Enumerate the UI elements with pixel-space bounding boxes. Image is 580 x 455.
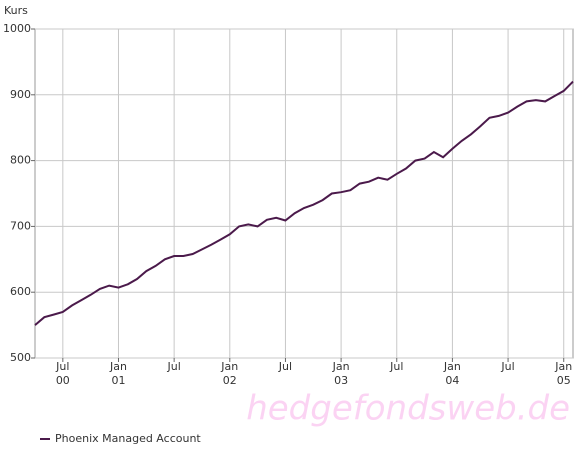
y-tick-label: 600 — [10, 285, 31, 298]
watermark: hedgefondsweb.de — [246, 389, 570, 429]
x-tick-label: Jan — [220, 360, 238, 373]
y-tick-label: 700 — [10, 219, 31, 232]
plot-area — [34, 28, 574, 359]
x-tick-label: Jul — [278, 360, 292, 373]
x-tick-label: Jul — [166, 360, 180, 373]
x-tick-label: 05 — [557, 374, 571, 387]
y-tick-label: 500 — [10, 351, 31, 364]
y-tick-label: 900 — [10, 88, 31, 101]
legend-label: Phoenix Managed Account — [55, 432, 201, 445]
x-tick-label: 04 — [445, 374, 459, 387]
y-tick-label: 800 — [10, 154, 31, 167]
x-tick-label: Jul — [389, 360, 403, 373]
y-tick-label: 1000 — [3, 22, 31, 35]
x-tick-label: 03 — [334, 374, 348, 387]
x-tick-label: 01 — [111, 374, 125, 387]
x-tick-label: Jan — [443, 360, 461, 373]
x-tick-label: Jan — [554, 360, 572, 373]
x-tick-label: Jan — [332, 360, 350, 373]
x-tick-label: 00 — [56, 374, 70, 387]
x-tick-label: Jul — [55, 360, 69, 373]
y-axis-label: Kurs — [4, 4, 28, 17]
x-tick-label: Jan — [109, 360, 127, 373]
x-tick-label: 02 — [223, 374, 237, 387]
x-tick-label: Jul — [500, 360, 514, 373]
data-line — [34, 80, 574, 326]
